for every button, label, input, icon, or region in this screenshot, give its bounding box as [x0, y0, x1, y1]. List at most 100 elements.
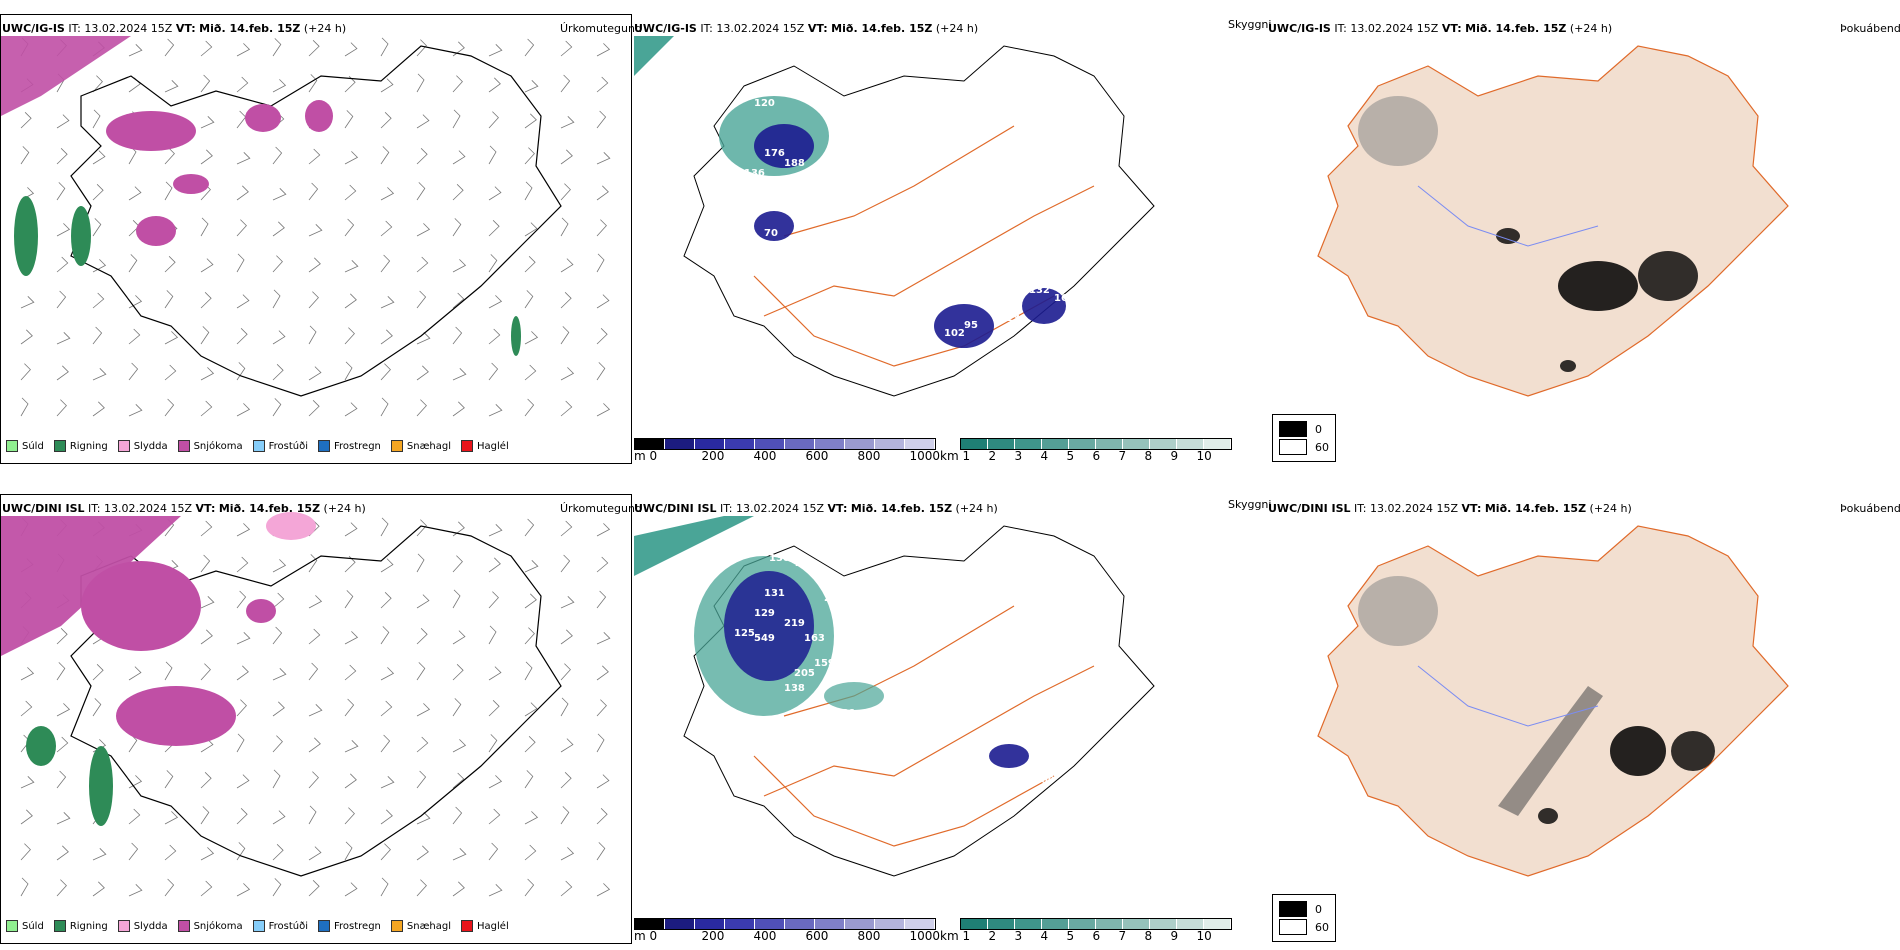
wind-barb [308, 846, 322, 861]
wind-barb [560, 292, 572, 309]
legend-swatch [390, 440, 403, 452]
legend-swatch [53, 920, 66, 932]
wind-barb [416, 148, 428, 165]
wind-barb [272, 592, 285, 609]
wind-barb [344, 740, 359, 753]
wind-barb [452, 555, 463, 573]
precip-legend-0: Súld Rigning Slydda Snjókoma Frostúði Frostre… [6, 440, 509, 452]
colorbar-segment [1204, 439, 1231, 449]
cloud-base-label: 16 [1054, 293, 1068, 304]
model-name: UWC/IG-IS [2, 22, 65, 35]
legend-item: Frostregn [318, 920, 381, 932]
wind-barb [488, 557, 501, 573]
colorbar-segment [875, 919, 905, 929]
wind-barb [236, 76, 249, 93]
wind-barb [236, 362, 246, 381]
legend-swatch [117, 440, 130, 452]
wind-barb [308, 400, 320, 417]
cloud-base-label: 73 [794, 558, 808, 569]
colorbar-tick: 800 [857, 929, 881, 943]
cloud-base-label: 219 [784, 618, 805, 629]
wind-barb [56, 365, 69, 381]
wind-barb [560, 217, 569, 237]
wind-barb [560, 847, 575, 861]
wind-barb [488, 625, 497, 645]
wind-barb [560, 596, 575, 609]
wind-barb [128, 77, 141, 93]
wind-barb [272, 289, 281, 309]
cloud-base-label: 549 [754, 633, 775, 644]
wind-barb [596, 362, 606, 381]
wind-barb [452, 401, 465, 417]
legend-swatch [252, 920, 265, 932]
wind-barb [56, 223, 71, 237]
wind-barb [92, 184, 104, 201]
colorbar-segment [725, 919, 755, 929]
wind-barb [20, 700, 33, 717]
wind-barb [380, 329, 393, 345]
wind-barb [452, 75, 463, 93]
snow-area [136, 216, 176, 246]
wind-barb [128, 884, 143, 897]
wind-barb [56, 332, 71, 345]
wind-barb [308, 880, 320, 897]
wind-barb [488, 808, 501, 825]
wind-barb [128, 666, 142, 681]
cloud-base-label: 393 [769, 523, 790, 534]
wind-barb [308, 40, 320, 57]
cloud-base-bar-1 [634, 918, 936, 930]
wind-barb [452, 259, 467, 273]
colorbar-tick: 0 [649, 449, 658, 463]
cloud-base-label: 176 [764, 148, 785, 159]
wind-barb [380, 146, 390, 165]
fog-legend-label: 60 [1315, 920, 1329, 934]
precip-type-panel-1 [0, 494, 632, 944]
wind-barb [416, 770, 427, 789]
cloud-base-label: 95 [964, 320, 978, 331]
colorbar-unit: m [634, 929, 650, 943]
wind-barb [416, 736, 429, 753]
wind-barb [92, 218, 102, 237]
wind-barb [344, 631, 359, 645]
wind-barb [596, 632, 611, 645]
legend-label: Haglél [477, 920, 509, 932]
wind-barb [308, 554, 318, 573]
rain-area [71, 206, 91, 266]
legend-swatch [6, 440, 18, 452]
colorbar-tick: 4 [1040, 449, 1049, 463]
wind-barb [200, 806, 210, 825]
colorbar-segment [695, 439, 725, 449]
wind-barb [20, 397, 29, 417]
wind-barb [524, 560, 539, 573]
cloud-base-label: 132 [1029, 285, 1050, 296]
colorbar-tick: 8 [1144, 929, 1153, 943]
colorbar-segment [1204, 919, 1231, 929]
wind-barb [308, 325, 317, 345]
fog-legend-1: 0 60 [1272, 894, 1336, 942]
wind-barb [524, 878, 535, 897]
wind-barb [164, 364, 177, 381]
wind-barb [488, 404, 503, 417]
cloud-base-label: 159 [814, 658, 835, 669]
wind-barb [200, 326, 210, 345]
cloud-base-ticks-0: m 0 200 400 600 800 1000 [634, 449, 940, 463]
wind-barb [596, 328, 608, 345]
visibility-ticks-0: km 1 2 3 4 5 6 7 8 9 10 [940, 449, 1230, 463]
cloud-base-label: 67 [754, 723, 768, 734]
colorbar-segment [1177, 439, 1204, 449]
wind-barb [56, 628, 68, 645]
colorbar-tick: 6 [1092, 449, 1101, 463]
cloud-base-label: 116 [824, 113, 845, 124]
colorbar-segment [815, 439, 845, 449]
cloud-base-label: 59 [784, 88, 798, 99]
cloud-base-label: 205 [794, 668, 815, 679]
wind-barb [164, 290, 174, 309]
wind-barb [452, 806, 463, 825]
wind-barb [488, 77, 501, 93]
wind-barb [272, 668, 287, 681]
legend-label: Súld [22, 920, 44, 932]
wind-barb [380, 667, 395, 681]
